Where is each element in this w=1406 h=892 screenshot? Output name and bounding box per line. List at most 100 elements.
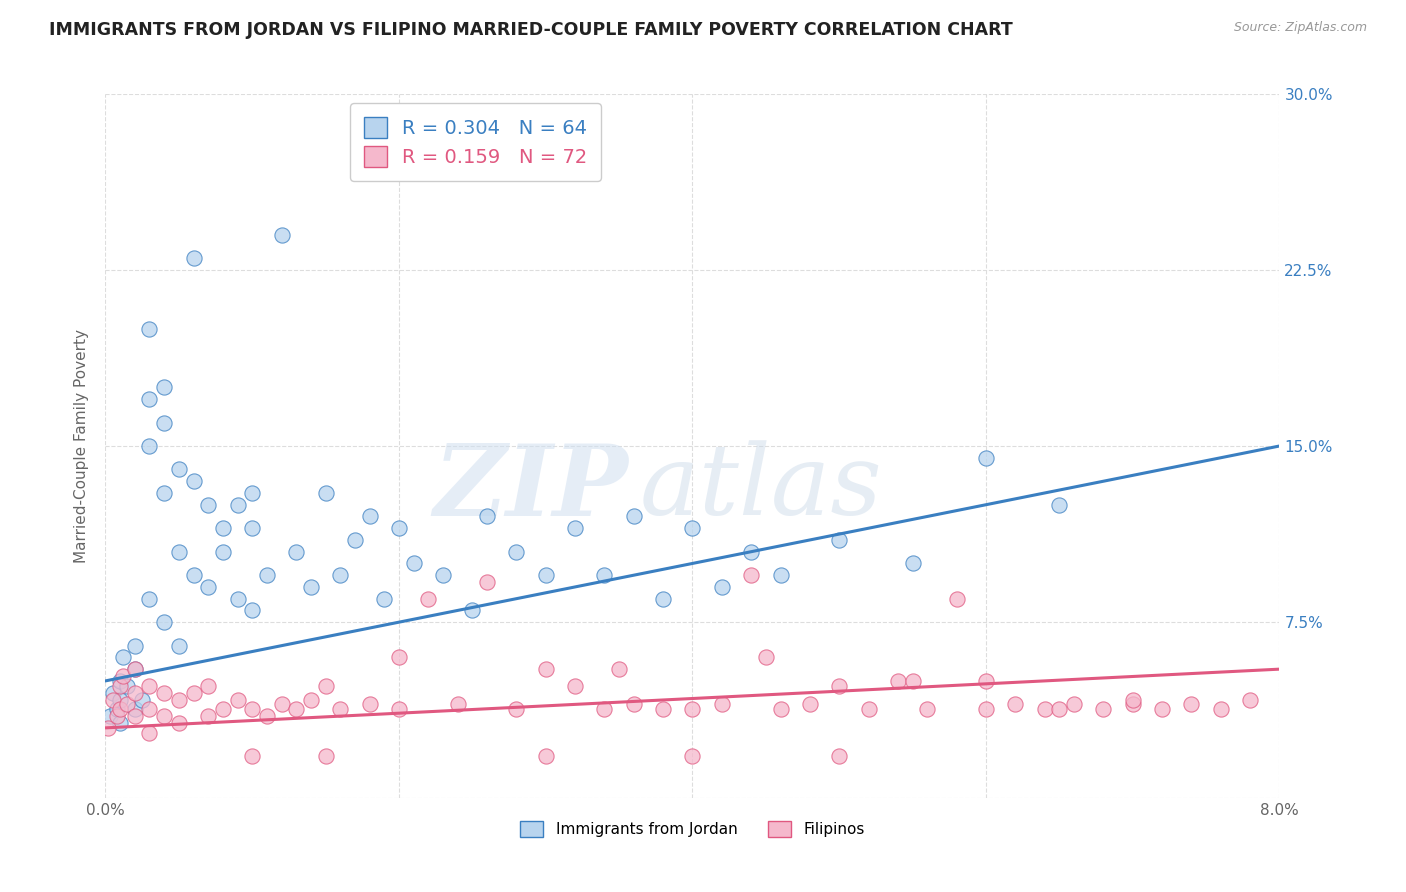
Point [359, 509, 381, 524]
Point [197, 580, 219, 594]
Point [183, 474, 205, 488]
Point [769, 702, 792, 716]
Point [167, 639, 190, 653]
Point [108, 673, 131, 688]
Point [1004, 698, 1026, 712]
Point [112, 650, 135, 665]
Point [108, 716, 131, 731]
Point [197, 709, 219, 723]
Point [901, 557, 924, 571]
Point [534, 568, 557, 582]
Point [167, 544, 190, 558]
Point [373, 591, 395, 606]
Point [652, 702, 675, 716]
Point [623, 698, 645, 712]
Legend: Immigrants from Jordan, Filipinos: Immigrants from Jordan, Filipinos [515, 815, 870, 844]
Text: Source: ZipAtlas.com: Source: ZipAtlas.com [1233, 21, 1367, 34]
Point [270, 227, 292, 242]
Point [226, 692, 249, 706]
Point [124, 662, 146, 676]
Point [652, 591, 675, 606]
Point [418, 157, 440, 171]
Point [315, 679, 337, 693]
Point [564, 679, 586, 693]
Point [1150, 702, 1173, 716]
Point [388, 702, 411, 716]
Point [388, 521, 411, 535]
Point [105, 702, 128, 716]
Point [240, 603, 263, 617]
Point [1122, 698, 1144, 712]
Point [475, 575, 498, 590]
Point [240, 749, 263, 764]
Point [1209, 702, 1232, 716]
Point [564, 521, 586, 535]
Point [607, 662, 630, 676]
Point [1063, 698, 1085, 712]
Point [447, 698, 470, 712]
Point [299, 580, 322, 594]
Point [917, 702, 939, 716]
Point [138, 439, 160, 453]
Point [432, 568, 454, 582]
Point [828, 679, 851, 693]
Point [740, 568, 762, 582]
Point [124, 685, 146, 699]
Point [153, 615, 176, 630]
Point [593, 568, 616, 582]
Point [858, 702, 880, 716]
Point [240, 702, 263, 716]
Point [755, 650, 778, 665]
Point [138, 392, 160, 406]
Point [475, 509, 498, 524]
Point [285, 544, 308, 558]
Point [887, 673, 910, 688]
Point [710, 580, 733, 594]
Point [256, 709, 278, 723]
Point [828, 533, 851, 547]
Point [534, 749, 557, 764]
Point [211, 521, 233, 535]
Point [359, 698, 381, 712]
Point [124, 709, 146, 723]
Point [505, 702, 527, 716]
Point [974, 702, 997, 716]
Point [112, 669, 135, 683]
Point [1180, 698, 1202, 712]
Point [710, 698, 733, 712]
Point [183, 685, 205, 699]
Point [1122, 692, 1144, 706]
Point [138, 591, 160, 606]
Point [828, 749, 851, 764]
Point [240, 486, 263, 500]
Point [226, 498, 249, 512]
Point [138, 679, 160, 693]
Point [197, 679, 219, 693]
Point [105, 709, 128, 723]
Point [388, 650, 411, 665]
Point [101, 685, 124, 699]
Point [945, 591, 967, 606]
Point [418, 591, 440, 606]
Text: atlas: atlas [640, 441, 883, 536]
Point [329, 702, 352, 716]
Point [1047, 498, 1070, 512]
Point [315, 749, 337, 764]
Point [270, 698, 292, 712]
Point [240, 521, 263, 535]
Text: ZIP: ZIP [433, 440, 628, 536]
Point [131, 692, 153, 706]
Point [226, 591, 249, 606]
Point [315, 486, 337, 500]
Point [183, 251, 205, 265]
Point [505, 544, 527, 558]
Point [108, 702, 131, 716]
Point [197, 498, 219, 512]
Point [799, 698, 821, 712]
Point [167, 692, 190, 706]
Point [740, 544, 762, 558]
Point [124, 639, 146, 653]
Point [153, 709, 176, 723]
Point [167, 716, 190, 731]
Point [153, 380, 176, 394]
